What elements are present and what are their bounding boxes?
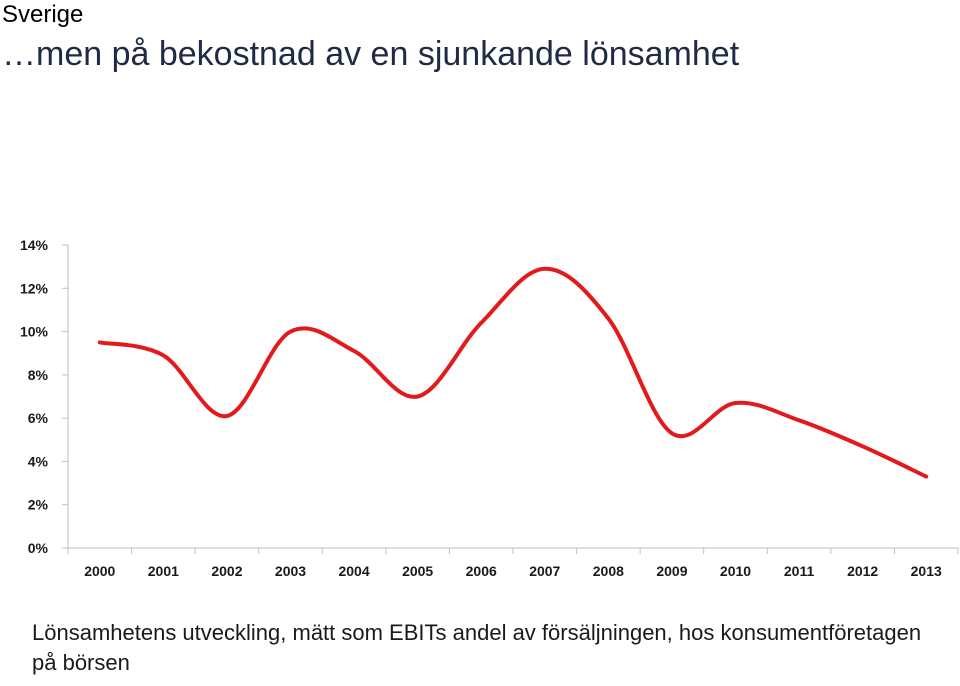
x-tick-label: 2011 (784, 563, 815, 579)
x-tick-label: 2012 (847, 563, 878, 579)
x-tick-label: 2010 (720, 563, 751, 579)
y-tick-label: 4% (28, 453, 49, 469)
x-tick-label: 2002 (211, 563, 242, 579)
series-layer (97, 266, 929, 479)
y-tick-label: 10% (20, 324, 49, 340)
x-tick-label: 2009 (656, 563, 687, 579)
x-tick-label: 2013 (911, 563, 942, 579)
x-axis: 2000 2001 2002 2003 2004 2005 2006 2007 2008 2009… (67, 547, 959, 579)
y-tick-label: 0% (28, 540, 49, 556)
x-tick-label: 2004 (338, 563, 369, 579)
line-chart: 0% 2% 4% 6% 8% 10% 12% 14% 2000 2001 2002 2003 2004… (20, 237, 959, 579)
series-line (97, 266, 929, 479)
y-axis: 0% 2% 4% 6% 8% 10% 12% 14% (20, 237, 69, 556)
y-tick-label: 12% (20, 280, 49, 296)
y-tick-label: 2% (28, 497, 49, 513)
section-label: Sverige (2, 1, 84, 28)
x-tick-label: 2006 (466, 563, 497, 579)
x-tick-label: 2005 (402, 563, 433, 579)
chart-caption: Lönsamhetens utveckling, mätt som EBITs … (32, 620, 922, 675)
x-tick-label: 2007 (529, 563, 560, 579)
x-tick-label: 2008 (593, 563, 624, 579)
y-tick-label: 6% (28, 410, 49, 426)
y-tick-label: 8% (28, 367, 49, 383)
page-title: …men på bekostnad av en sjunkande lönsam… (2, 35, 740, 73)
x-tick-label: 2000 (84, 563, 115, 579)
x-tick-label: 2001 (148, 563, 179, 579)
x-tick-label: 2003 (275, 563, 306, 579)
y-tick-label: 14% (20, 237, 49, 253)
